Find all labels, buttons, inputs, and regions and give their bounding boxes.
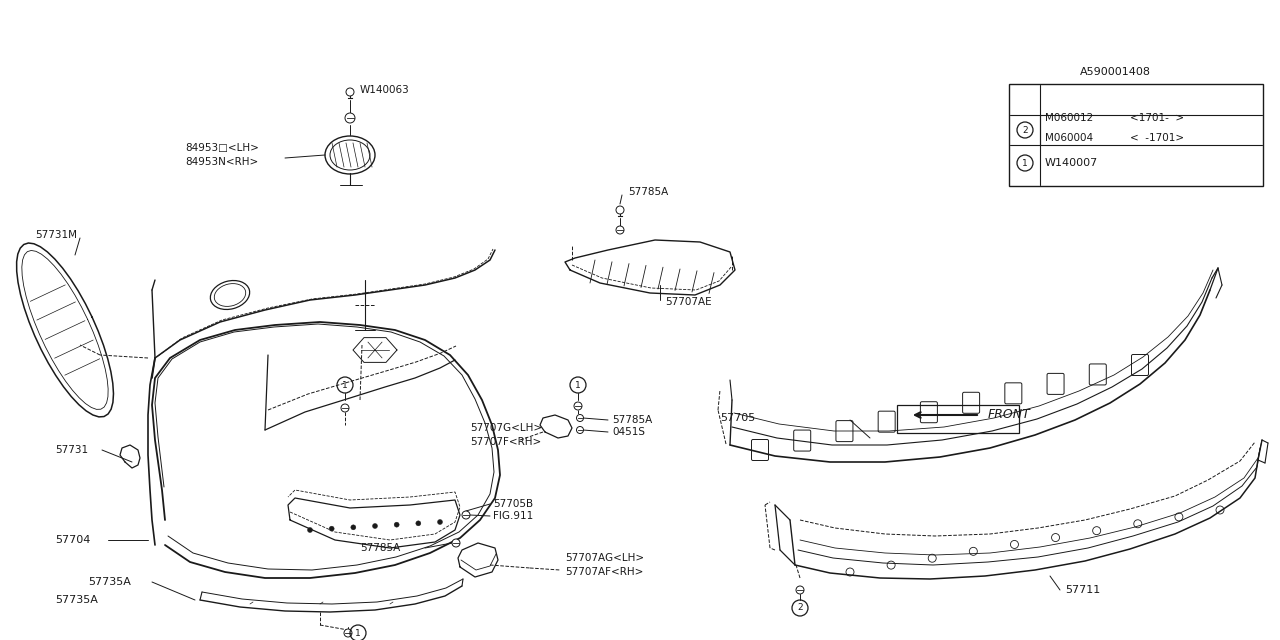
Text: 57707AE: 57707AE xyxy=(666,297,712,307)
Circle shape xyxy=(344,629,352,637)
Circle shape xyxy=(351,525,356,530)
Circle shape xyxy=(438,520,443,525)
Text: M060004: M060004 xyxy=(1044,133,1093,143)
Text: W140007: W140007 xyxy=(1044,158,1098,168)
Text: 57707F<RH>: 57707F<RH> xyxy=(470,437,541,447)
Circle shape xyxy=(576,415,584,422)
Text: M060012: M060012 xyxy=(1044,113,1093,123)
Circle shape xyxy=(576,426,584,433)
Text: 57707AG<LH>: 57707AG<LH> xyxy=(564,553,644,563)
Text: 57707AF<RH>: 57707AF<RH> xyxy=(564,567,644,577)
Text: <1701-  >: <1701- > xyxy=(1130,113,1184,123)
Text: 57707G<LH>: 57707G<LH> xyxy=(470,423,543,433)
Text: 2: 2 xyxy=(797,604,803,612)
Circle shape xyxy=(616,206,625,214)
Circle shape xyxy=(307,527,312,532)
Text: 57735A: 57735A xyxy=(88,577,131,587)
Text: 84953N<RH>: 84953N<RH> xyxy=(186,157,259,167)
Text: 57711: 57711 xyxy=(1065,585,1101,595)
Text: W140063: W140063 xyxy=(360,85,410,95)
Text: 57731M: 57731M xyxy=(35,230,77,240)
Circle shape xyxy=(616,226,625,234)
Circle shape xyxy=(462,511,470,519)
Circle shape xyxy=(346,113,355,123)
Text: 57705B: 57705B xyxy=(493,499,534,509)
Circle shape xyxy=(340,404,349,412)
Text: 57704: 57704 xyxy=(55,535,91,545)
Circle shape xyxy=(573,402,582,410)
Text: 1: 1 xyxy=(575,381,581,390)
Text: 84953□<LH>: 84953□<LH> xyxy=(186,143,259,153)
Text: 57735A: 57735A xyxy=(55,595,97,605)
Text: FIG.911: FIG.911 xyxy=(493,511,534,521)
Text: 2: 2 xyxy=(1023,125,1028,134)
Text: 57785A: 57785A xyxy=(628,187,668,197)
Text: 1: 1 xyxy=(342,381,348,390)
Text: 1: 1 xyxy=(1023,159,1028,168)
Circle shape xyxy=(452,539,460,547)
Text: 57785A: 57785A xyxy=(360,543,401,553)
Circle shape xyxy=(394,522,399,527)
Text: A590001408: A590001408 xyxy=(1080,67,1151,77)
Text: FRONT: FRONT xyxy=(988,408,1030,422)
Circle shape xyxy=(346,88,355,96)
Circle shape xyxy=(796,586,804,594)
Text: 1: 1 xyxy=(355,628,361,637)
Text: 0451S: 0451S xyxy=(612,427,645,437)
Circle shape xyxy=(329,526,334,531)
Circle shape xyxy=(416,521,421,526)
Text: <  -1701>: < -1701> xyxy=(1130,133,1184,143)
Text: 57785A: 57785A xyxy=(612,415,653,425)
Text: 57731: 57731 xyxy=(55,445,88,455)
Circle shape xyxy=(372,524,378,529)
Text: 57705: 57705 xyxy=(721,413,755,423)
